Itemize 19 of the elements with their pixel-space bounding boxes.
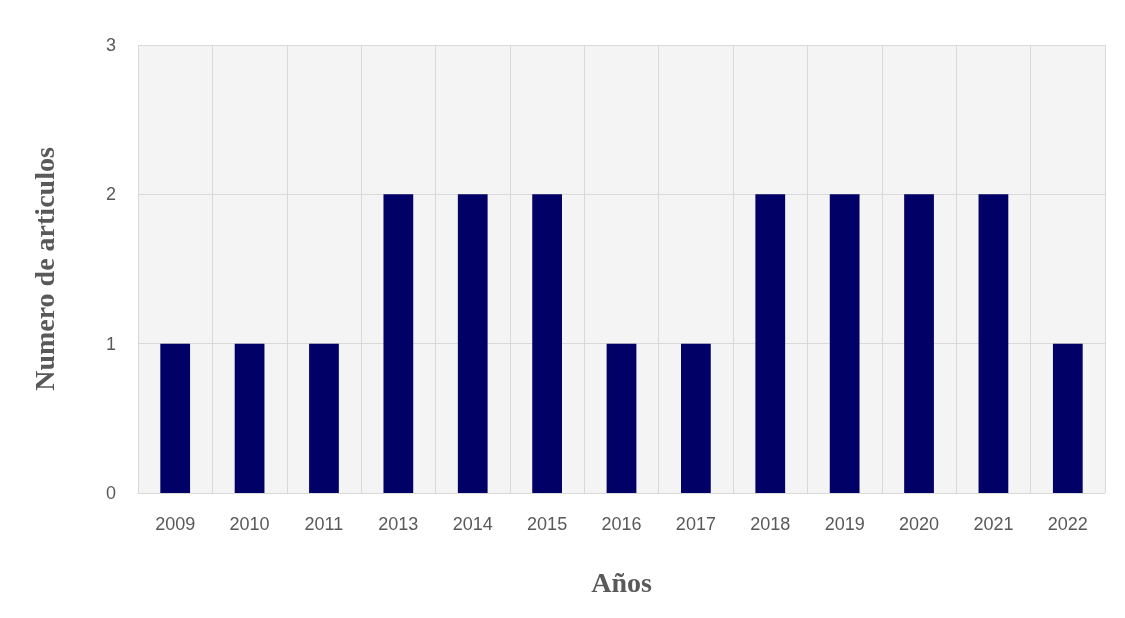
x-tick-label: 2014 bbox=[452, 514, 493, 534]
x-tick-label: 2020 bbox=[899, 514, 940, 534]
y-tick-label: 1 bbox=[105, 333, 116, 354]
y-axis-title: Numero de articulos bbox=[28, 147, 60, 391]
x-tick-label: 2010 bbox=[229, 514, 270, 534]
x-tick-label: 2011 bbox=[304, 514, 344, 534]
y-tick-label: 3 bbox=[105, 35, 116, 55]
x-tick-label: 2022 bbox=[1047, 514, 1088, 534]
x-tick-label: 2013 bbox=[378, 514, 419, 534]
x-tick-label: 2018 bbox=[750, 514, 791, 534]
y-tick-label: 2 bbox=[105, 184, 116, 205]
x-tick-label: 2021 bbox=[973, 514, 1014, 534]
y-tick-label: 0 bbox=[105, 483, 116, 503]
x-tick-label: 2015 bbox=[527, 514, 568, 534]
x-tick-label: 2017 bbox=[675, 514, 716, 534]
x-tick-label: 2019 bbox=[824, 514, 865, 534]
x-tick-label: 2009 bbox=[155, 514, 196, 534]
x-tick-label: 2016 bbox=[601, 514, 642, 534]
x-axis-title: Años bbox=[591, 566, 652, 598]
